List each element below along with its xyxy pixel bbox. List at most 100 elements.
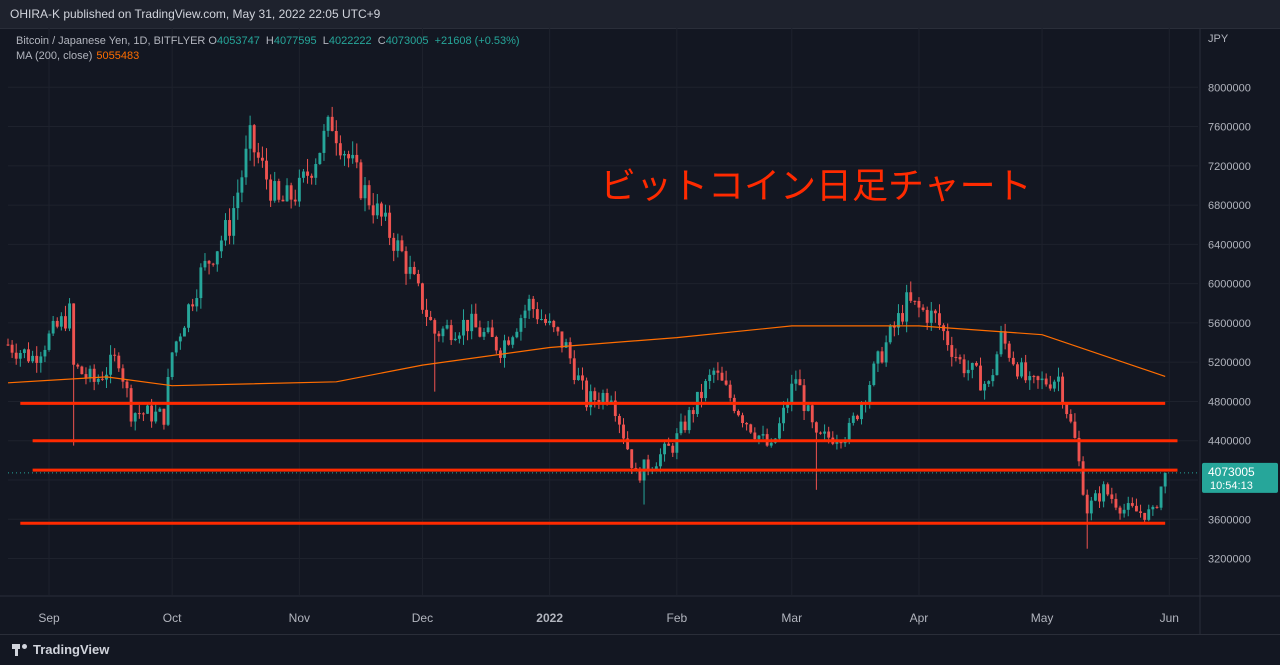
candle-body — [31, 355, 35, 362]
open-key: O — [208, 35, 217, 47]
candle-body — [819, 432, 822, 434]
candle-body — [663, 443, 666, 455]
symbol-name[interactable]: Bitcoin / Japanese Yen, 1D, BITFLYER — [16, 35, 206, 47]
candle-body — [1135, 505, 1138, 512]
candle-body — [913, 300, 917, 302]
x-tick-label: Nov — [289, 611, 310, 625]
candle-body — [884, 342, 888, 363]
footer-bar: TradingView — [0, 634, 1280, 665]
candle-body — [76, 364, 80, 367]
candle-body — [285, 185, 289, 202]
candle-body — [974, 362, 978, 366]
candle-body — [966, 369, 970, 374]
candle-body — [55, 320, 59, 327]
y-tick-label: 8000000 — [1208, 82, 1251, 94]
candle-body — [158, 408, 162, 412]
candle-body — [363, 185, 367, 199]
candle-body — [519, 318, 523, 332]
ma-label[interactable]: MA (200, close) — [16, 50, 93, 62]
candle-body — [256, 152, 260, 158]
candle-body — [244, 148, 248, 178]
candle-body — [462, 319, 465, 336]
last-price-badge — [1202, 462, 1278, 493]
candle-body — [117, 355, 121, 369]
candle-body — [408, 266, 412, 274]
candle-body — [851, 415, 855, 423]
candle-body — [1057, 376, 1060, 382]
candle-body — [64, 316, 67, 329]
candle-body — [568, 342, 572, 359]
candle-body — [474, 313, 478, 328]
candle-body — [359, 162, 363, 199]
y-tick-label: 3600000 — [1208, 514, 1251, 526]
x-tick-label: Mar — [781, 611, 802, 625]
candle-body — [749, 424, 753, 433]
ma-value: 5055483 — [96, 50, 140, 62]
candle-body — [638, 468, 642, 481]
candle-body — [687, 410, 691, 431]
candle-body — [1118, 507, 1122, 514]
candle-body — [396, 240, 400, 251]
candle-body — [494, 336, 498, 351]
candle-body — [823, 431, 827, 434]
candle-body — [880, 351, 884, 363]
y-tick-label: 4400000 — [1208, 436, 1251, 448]
candle-body — [601, 392, 605, 404]
candle-body — [27, 349, 30, 362]
candle-body — [43, 349, 47, 357]
candle-body — [860, 403, 863, 420]
candle-body — [1089, 500, 1093, 514]
candle-body — [219, 240, 223, 252]
candle-body — [589, 391, 593, 408]
candle-body — [183, 327, 186, 337]
candle-body — [232, 208, 236, 236]
currency-label: JPY — [1208, 33, 1229, 45]
candle-body — [248, 125, 252, 149]
candle-body — [121, 368, 125, 382]
candle-body — [1126, 503, 1130, 510]
candle-body — [720, 372, 724, 381]
candle-body — [10, 344, 14, 353]
candle-body — [486, 327, 490, 333]
candle-body — [581, 375, 584, 381]
candle-body — [260, 157, 264, 161]
tradingview-logo[interactable]: TradingView — [12, 642, 109, 657]
candle-body — [560, 331, 564, 348]
candle-body — [334, 130, 338, 144]
candle-body — [613, 400, 617, 416]
candle-body — [14, 352, 18, 359]
candle-body — [141, 413, 145, 415]
candle-body — [297, 177, 301, 202]
candle-body — [593, 391, 597, 401]
candle-body — [786, 404, 790, 408]
candle-body — [302, 171, 305, 178]
candle-body — [203, 260, 207, 268]
legend-symbol-row: Bitcoin / Japanese Yen, 1D, BITFLYER O 40… — [16, 34, 520, 49]
candle-body — [318, 152, 322, 165]
candle-body — [769, 442, 773, 446]
candle-body — [445, 325, 449, 329]
candle-body — [531, 298, 535, 310]
candle-body — [425, 309, 428, 317]
candle-body — [814, 422, 818, 433]
candle-body — [1151, 506, 1155, 510]
y-tick-label: 6800000 — [1208, 200, 1251, 212]
candle-body — [778, 423, 781, 439]
candle-body — [92, 368, 96, 382]
chart-frame[interactable]: Bitcoin / Japanese Yen, 1D, BITFLYER O 40… — [0, 28, 1280, 634]
candle-body — [716, 370, 720, 373]
change-value: +21608 (+0.53%) — [434, 35, 520, 47]
candle-body — [355, 154, 359, 163]
candle-body — [979, 365, 982, 391]
candlestick-chart[interactable]: 3200000360000040000004400000480000052000… — [0, 28, 1280, 634]
candle-body — [503, 340, 506, 358]
candle-body — [51, 320, 55, 334]
candle-body — [1163, 472, 1167, 487]
low-key: L — [322, 35, 329, 47]
candle-body — [1028, 376, 1032, 381]
chart-legend: Bitcoin / Japanese Yen, 1D, BITFLYER O 40… — [16, 34, 520, 64]
close-key: C — [377, 35, 386, 47]
candle-body — [1077, 437, 1081, 462]
low-value: 4022222 — [328, 35, 372, 47]
candle-body — [1085, 494, 1089, 514]
